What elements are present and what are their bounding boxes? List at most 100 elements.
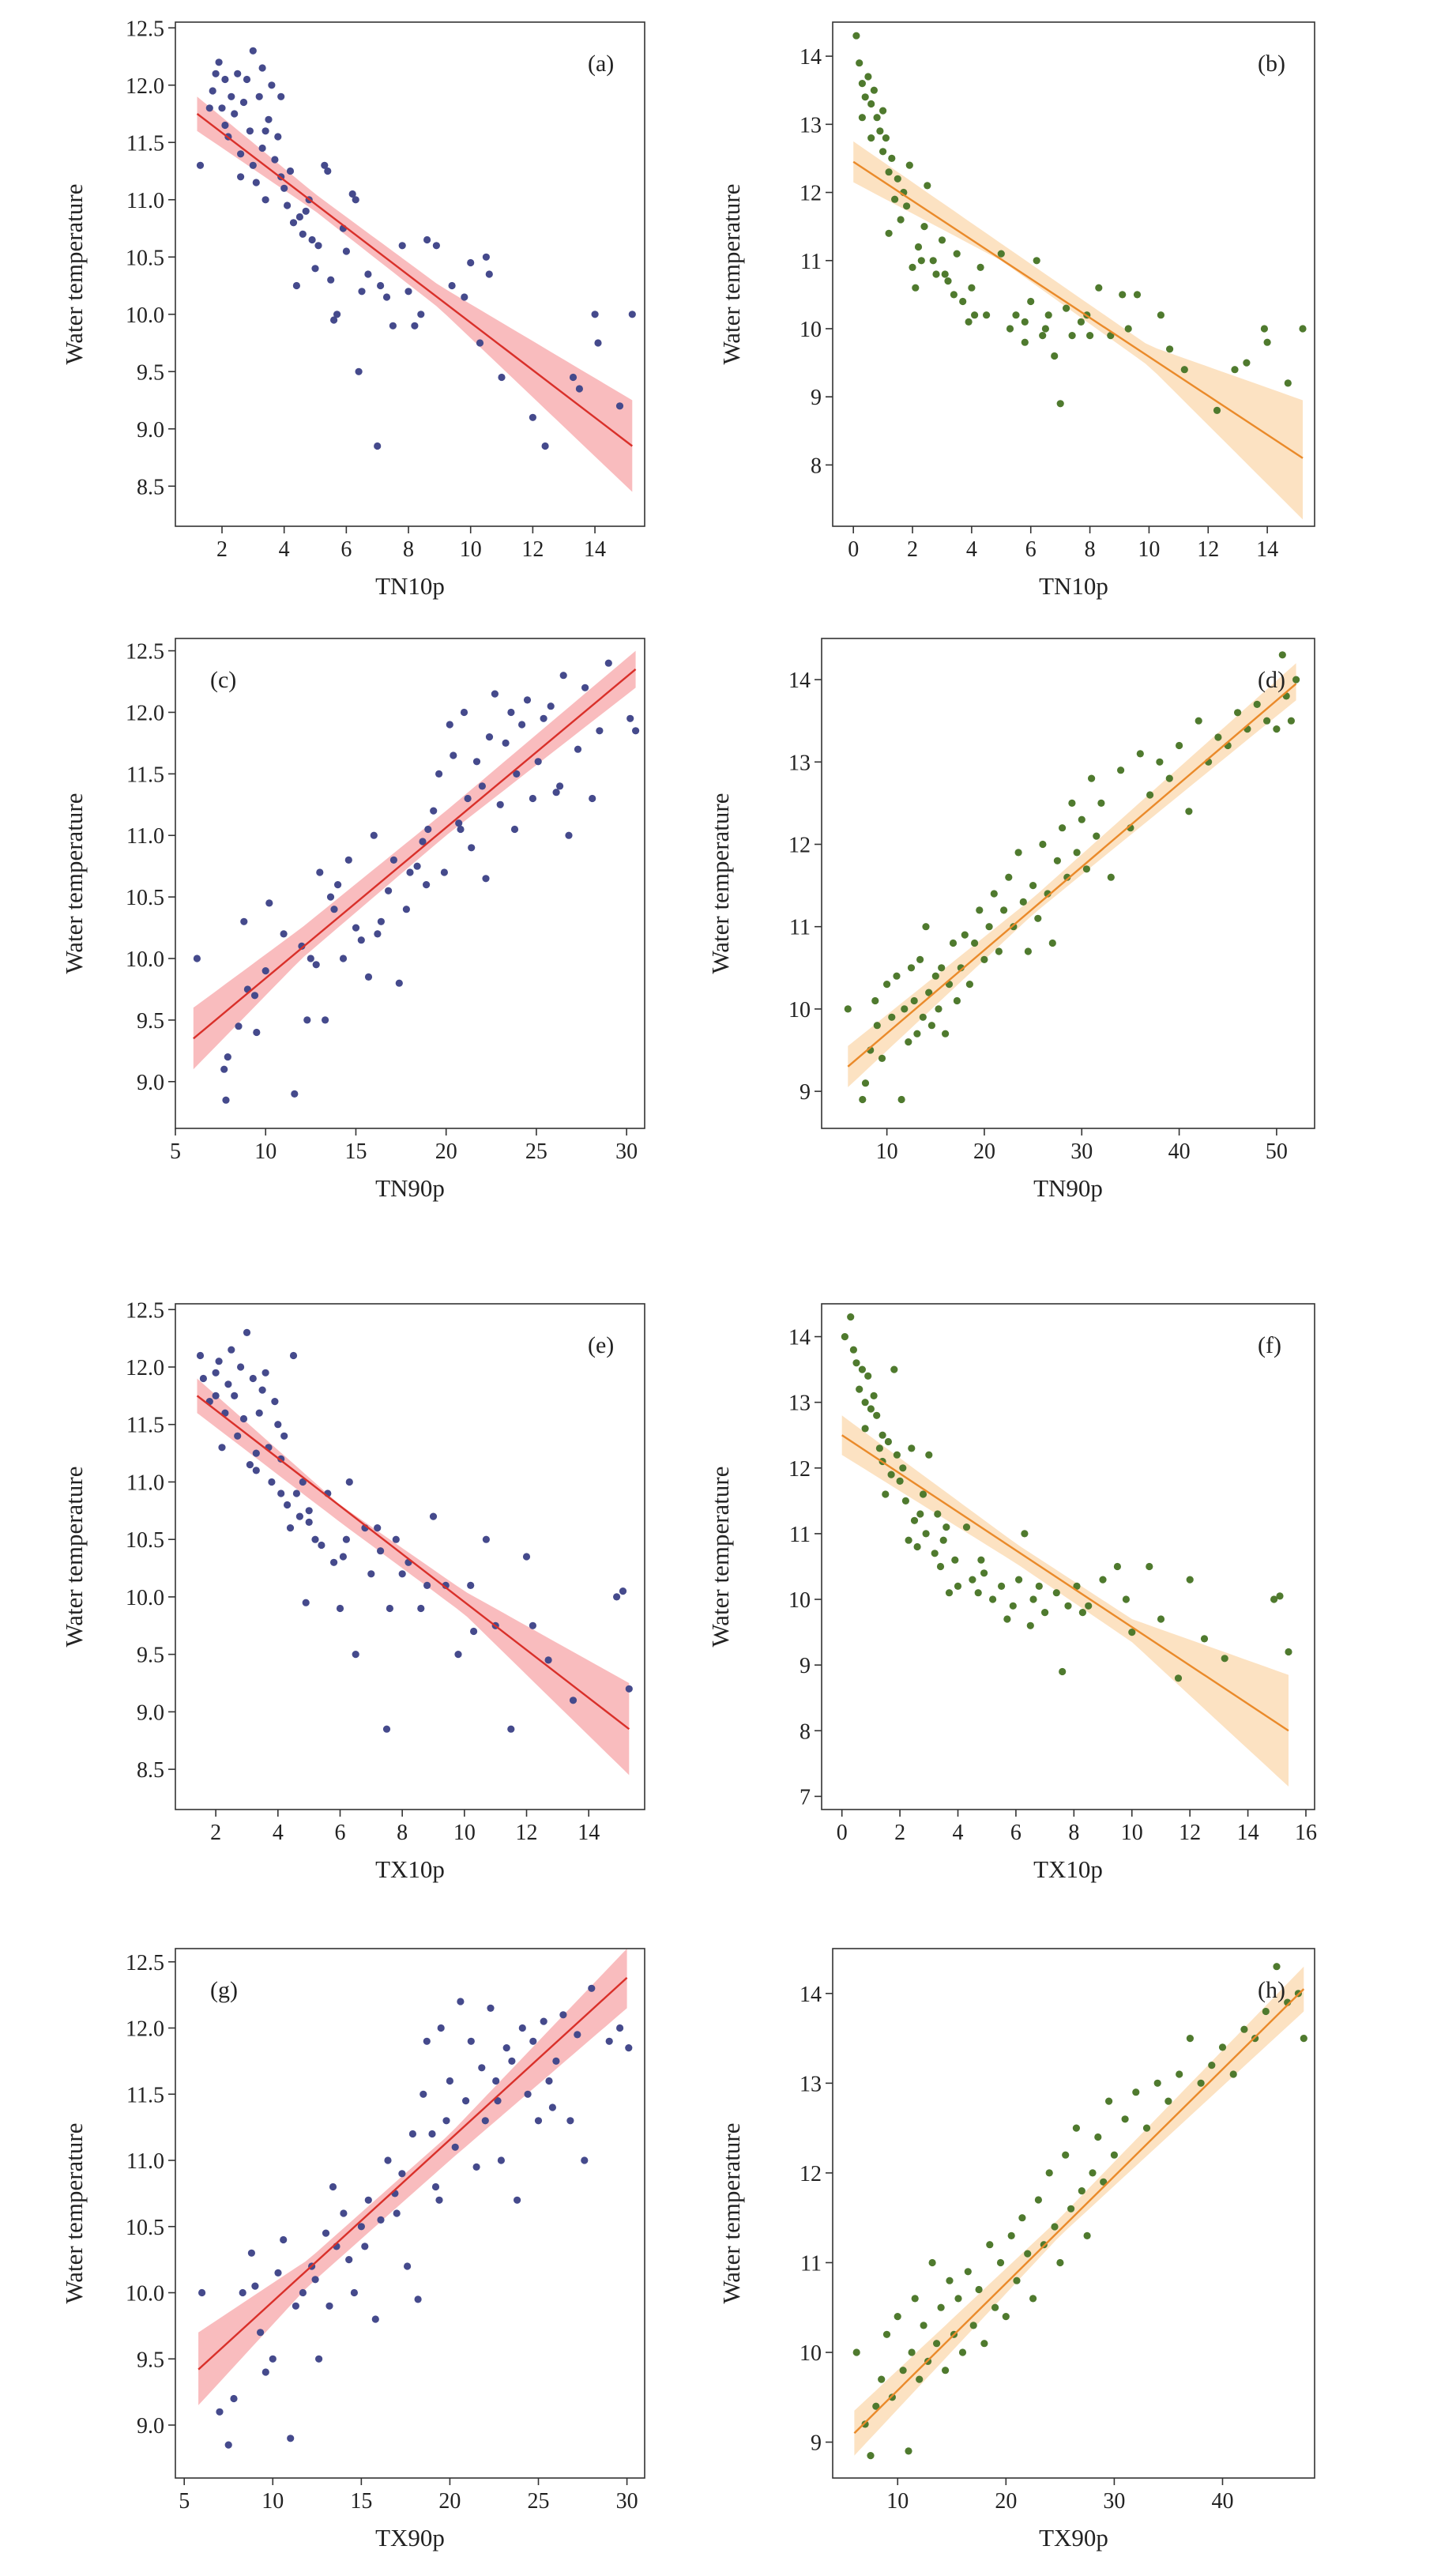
x-tick-label: 12	[1197, 537, 1219, 562]
x-tick-label: 20	[435, 1139, 457, 1164]
data-point	[440, 868, 449, 876]
data-point	[268, 81, 276, 89]
data-point	[252, 1449, 260, 1457]
data-point	[299, 230, 307, 238]
data-point	[228, 1346, 235, 1354]
data-point	[867, 2452, 875, 2460]
data-point	[591, 311, 599, 318]
data-point	[1292, 676, 1300, 684]
data-point	[1078, 2187, 1085, 2195]
data-point	[361, 2243, 369, 2250]
data-point	[523, 696, 532, 704]
x-tick-label: 12	[521, 537, 544, 562]
data-point	[974, 1589, 982, 1597]
data-point	[344, 856, 352, 864]
data-point	[222, 1096, 230, 1104]
data-point	[280, 1432, 288, 1440]
data-point	[435, 770, 443, 778]
data-point	[1240, 2025, 1248, 2033]
x-tick-label: 6	[334, 1821, 345, 1845]
data-point	[883, 981, 891, 989]
data-point	[980, 2340, 988, 2348]
data-point	[1026, 1621, 1034, 1629]
data-point	[870, 1392, 878, 1399]
y-tick-label: 9.0	[137, 1071, 164, 1095]
data-point	[954, 2295, 962, 2303]
data-point	[942, 2367, 950, 2375]
data-point	[920, 223, 928, 231]
data-point	[199, 1374, 207, 1383]
x-tick-label: 10	[261, 2489, 284, 2514]
data-point	[464, 794, 472, 803]
data-point	[1164, 2097, 1172, 2105]
y-tick-label: 10.0	[126, 2282, 164, 2307]
data-point	[990, 890, 998, 898]
data-point	[878, 2375, 886, 2383]
data-point	[908, 1444, 916, 1452]
chart-panel-8: 10 20 30 40 9 10 11 12 13 14 TX90p Water temperatur…	[717, 1948, 1315, 2552]
x-tick-label: 40	[1168, 1139, 1191, 1164]
data-point	[873, 1022, 881, 1030]
data-point	[284, 1501, 292, 1509]
confidence-band	[198, 1949, 627, 2405]
y-tick-label: 12	[800, 182, 822, 206]
data-point	[852, 1359, 860, 1367]
data-point	[462, 2097, 470, 2105]
data-point	[249, 161, 257, 169]
x-tick-label: 10	[1121, 1821, 1143, 1845]
data-point	[983, 311, 991, 319]
data-point	[482, 253, 491, 261]
y-tick-label: 10	[788, 998, 811, 1022]
y-tick-label: 9	[800, 1080, 811, 1105]
data-point	[1063, 873, 1071, 881]
data-point	[858, 80, 866, 88]
data-point	[899, 2367, 907, 2375]
data-point	[419, 838, 427, 845]
data-point	[417, 1604, 425, 1613]
data-point	[252, 179, 260, 186]
x-axis-label: TN90p	[1033, 1174, 1103, 1202]
data-point	[1113, 1562, 1121, 1571]
data-point	[389, 322, 397, 330]
data-point	[212, 70, 220, 77]
data-point	[454, 1651, 462, 1659]
data-point	[844, 1005, 852, 1013]
data-point	[196, 1351, 205, 1360]
data-point	[1095, 284, 1103, 292]
data-point	[986, 2241, 994, 2249]
data-point	[205, 104, 213, 112]
y-tick-label: 9.5	[137, 1644, 164, 1668]
data-point	[879, 107, 887, 115]
data-point	[326, 893, 335, 901]
data-point	[389, 856, 397, 864]
data-point	[604, 659, 612, 667]
data-point	[292, 1489, 300, 1497]
data-point	[552, 2057, 560, 2065]
data-point	[864, 73, 872, 81]
x-tick-label: 5	[170, 1139, 181, 1164]
data-point	[1132, 2088, 1140, 2096]
data-point	[322, 2229, 330, 2237]
data-point	[939, 1536, 947, 1544]
data-point	[867, 134, 875, 142]
data-point	[1088, 774, 1096, 782]
data-point	[371, 2315, 379, 2323]
data-point	[498, 373, 506, 382]
data-point	[518, 2024, 526, 2032]
data-point	[1021, 1530, 1029, 1538]
data-point	[340, 2209, 348, 2217]
data-point	[1056, 2258, 1064, 2267]
data-point	[616, 2024, 624, 2032]
y-tick-label: 11.5	[126, 131, 164, 156]
y-tick-label: 9.5	[137, 360, 164, 385]
data-point	[1273, 725, 1281, 733]
y-tick-label: 12.0	[126, 701, 164, 725]
data-point	[261, 196, 269, 204]
data-point	[1100, 2178, 1108, 2186]
data-point	[382, 293, 391, 301]
data-point	[1273, 1963, 1281, 1971]
data-point	[919, 1013, 927, 1021]
data-point	[548, 2103, 557, 2111]
data-point	[927, 1022, 935, 1030]
data-point	[224, 1053, 231, 1061]
